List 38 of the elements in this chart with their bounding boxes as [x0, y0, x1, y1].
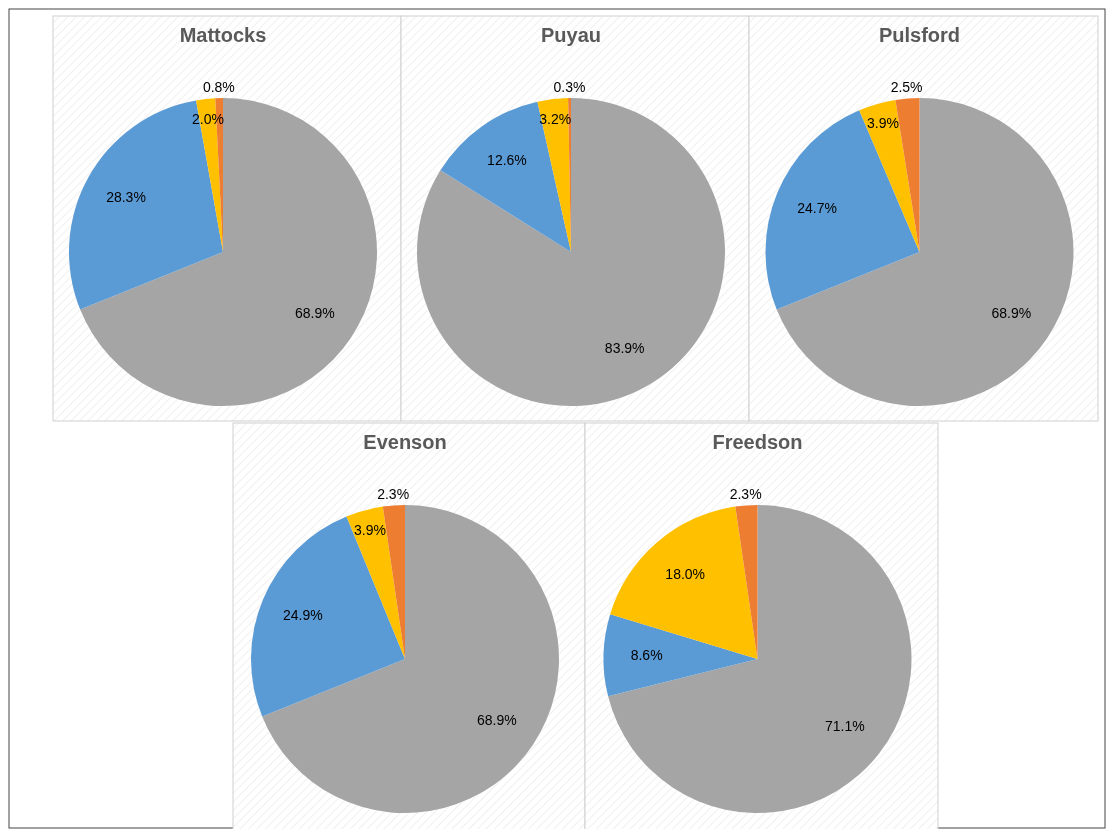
chart-title: Freedson: [712, 431, 803, 453]
pie-slice: [603, 614, 758, 697]
data-label: 24.7%: [797, 200, 837, 217]
pie-slice: [80, 98, 377, 406]
data-label: 2.3%: [729, 486, 762, 503]
pie-slice: [537, 98, 571, 252]
data-label: 68.9%: [295, 304, 335, 321]
chart-title: Puyau: [540, 24, 602, 46]
pie-slice: [69, 100, 223, 310]
pie-slice: [608, 505, 912, 813]
pie-slice: [776, 98, 1074, 406]
data-label: 71.1%: [825, 717, 865, 734]
data-label: 24.9%: [282, 606, 323, 623]
data-label: 0.8%: [202, 78, 235, 95]
data-label: 28.3%: [106, 188, 146, 205]
data-label: 0.3%: [553, 78, 586, 95]
chart-title: Mattocks: [179, 24, 267, 46]
pie-slice: [440, 101, 571, 252]
pie-slice: [262, 505, 559, 813]
data-label: 3.9%: [354, 521, 387, 538]
pie-slice: [417, 98, 725, 406]
chart-title: Pulsford: [878, 24, 961, 46]
data-label: 68.9%: [477, 711, 517, 728]
chart-title: Evenson: [363, 431, 447, 453]
pie-slice: [765, 110, 920, 310]
pie-slice: [859, 99, 920, 252]
data-label: 2.5%: [890, 79, 923, 96]
pie-slice: [346, 506, 405, 659]
pie-slice: [610, 506, 758, 659]
data-label: 18.0%: [665, 565, 706, 582]
data-label: 12.6%: [487, 152, 527, 169]
data-label: 83.9%: [604, 339, 645, 356]
data-label: 2.3%: [377, 486, 410, 503]
data-label: 3.9%: [866, 115, 899, 132]
pie-slice: [251, 516, 405, 717]
data-label: 68.9%: [991, 304, 1032, 321]
data-label: 8.6%: [630, 646, 663, 663]
pie-slice: [735, 505, 758, 659]
